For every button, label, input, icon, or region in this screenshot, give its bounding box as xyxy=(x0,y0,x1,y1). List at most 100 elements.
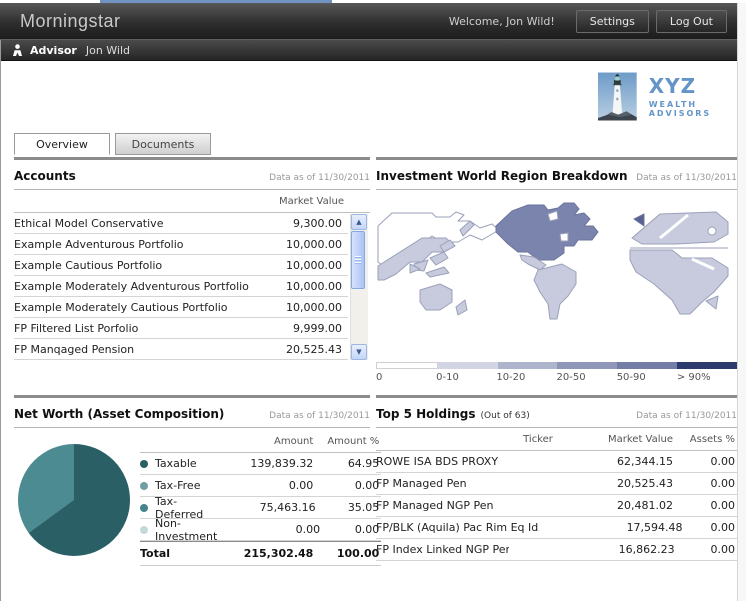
world-region-as-of: Data as of 11/30/2011 xyxy=(636,173,737,183)
holding-assets-pct: 0.00 xyxy=(710,455,736,468)
series-color-dot xyxy=(140,525,148,534)
panel-top-bar xyxy=(376,395,737,398)
map-legend-bar xyxy=(376,362,737,369)
account-market-value: 10,000.00 xyxy=(286,258,342,272)
logout-button[interactable]: Log Out xyxy=(655,9,727,33)
account-market-value: 10,000.00 xyxy=(286,279,342,293)
account-market-value: 9,999.00 xyxy=(293,321,342,335)
account-market-value: 10,000.00 xyxy=(286,237,342,251)
asset-type-label: Taxable xyxy=(155,457,197,470)
account-market-value: 9,300.00 xyxy=(293,216,342,230)
holding-row[interactable]: FP/BLK (Aquila) Pac Rim Eq Idx Pen 17,594… xyxy=(376,517,737,539)
net-worth-total-row: Total 215,302.48 100.00 xyxy=(140,541,382,566)
welcome-message: Welcome, Jon Wild! xyxy=(448,14,555,28)
market-value-header: Market Value xyxy=(607,434,673,445)
map-region-malay xyxy=(409,263,421,274)
accounts-list: Ethical Model Conservative 9,300.00 Exampl… xyxy=(14,213,370,360)
firm-logo: XYZ WEALTH ADVISORS xyxy=(598,68,746,125)
scroll-up-icon[interactable]: ▲ xyxy=(351,214,367,230)
accounts-as-of: Data as of 11/30/2011 xyxy=(269,173,370,183)
scroll-down-icon[interactable]: ▼ xyxy=(351,344,367,360)
lighthouse-image xyxy=(598,72,637,121)
browser-edge-artifact xyxy=(0,0,746,3)
series-color-dot xyxy=(140,481,148,490)
asset-type-label: Tax-Deferred xyxy=(155,494,204,521)
accounts-scrollbar[interactable]: ▲ ▼ xyxy=(350,214,368,360)
net-worth-row: Taxable 139,839.32 64.95 xyxy=(140,453,382,475)
scrollbar-thumb[interactable] xyxy=(351,231,365,289)
settings-button[interactable]: Settings xyxy=(575,9,649,33)
asset-type-label: Non-Investment xyxy=(155,516,218,543)
legend-segment xyxy=(376,362,438,369)
account-name: Example Cautious Portfolio xyxy=(14,258,163,272)
map-red-sea-slit xyxy=(691,257,715,271)
map-lake-notch-great-lakes xyxy=(559,232,569,242)
account-row[interactable]: Ethical Model Conservative 9,300.00 xyxy=(14,213,348,234)
account-row[interactable]: Example Moderately Adventurous Portfolio… xyxy=(14,276,348,297)
map-region-asia xyxy=(377,237,453,281)
map-region-japan xyxy=(459,220,475,237)
legend-segment xyxy=(437,362,498,369)
asset-amount: 75,463.16 xyxy=(259,501,316,514)
holding-name: FP/BLK (Aquila) Pac Rim Eq Idx Pen xyxy=(376,521,539,534)
account-name: Ethical Model Conservative xyxy=(14,216,164,230)
account-row[interactable]: Example Adventurous Portfolio 10,000.00 xyxy=(14,234,348,255)
brand-logo-text: Morningstar xyxy=(20,10,121,31)
ticker-header: Ticker xyxy=(523,434,553,445)
holding-assets-pct: 0.00 xyxy=(710,521,736,534)
legend-label: 0 xyxy=(376,372,383,383)
net-worth-as-of: Data as of 11/30/2011 xyxy=(269,411,370,421)
asset-amount: 0.00 xyxy=(295,523,321,536)
world-map xyxy=(377,202,729,320)
account-row[interactable]: FP Filtered List Porfolio 9,999.00 xyxy=(14,318,348,339)
assets-pct-header: Assets % xyxy=(689,434,735,445)
holding-market-value: 20,481.02 xyxy=(617,499,673,512)
person-icon xyxy=(12,43,23,57)
tab-bar: Overview Documents xyxy=(14,133,216,155)
total-amount: 215,302.48 xyxy=(243,547,314,560)
tab-overview[interactable]: Overview xyxy=(14,133,110,155)
panel-top-bar xyxy=(14,157,370,160)
legend-segment xyxy=(557,362,618,369)
holding-assets-pct: 0.00 xyxy=(710,499,736,512)
holding-row[interactable]: FP Managed Pen 20,525.43 0.00 xyxy=(376,473,737,495)
legend-label: 20-50 xyxy=(556,372,586,383)
asset-amount-pct: 35.05 xyxy=(347,501,380,514)
map-region-africa xyxy=(629,249,729,315)
tab-documents[interactable]: Documents xyxy=(115,133,211,155)
account-market-value: 20,525.43 xyxy=(286,342,342,356)
net-worth-row: Non-Investment 0.00 0.00 xyxy=(140,516,382,543)
account-row[interactable]: Example Cautious Portfolio 10,000.00 xyxy=(14,255,348,276)
holding-assets-pct: 0.00 xyxy=(710,543,736,556)
map-region-east-asia xyxy=(439,239,456,253)
holding-market-value: 62,344.15 xyxy=(617,455,673,468)
window-left-edge xyxy=(0,40,1,601)
map-caspian-notch xyxy=(707,226,717,236)
asset-composition-pie-chart xyxy=(18,444,130,556)
holding-row[interactable]: FP Index Linked NGP Pen 16,862.23 0.00 xyxy=(376,539,737,561)
advisor-role-label: Advisor xyxy=(30,43,77,57)
accounts-panel: Accounts Data as of 11/30/2011 Market Va… xyxy=(14,157,370,360)
holding-row[interactable]: FP Managed NGP Pen 20,481.02 0.00 xyxy=(376,495,737,517)
map-region-europe xyxy=(631,211,729,245)
top-holdings-subtitle: (Out of 63) xyxy=(480,411,530,421)
asset-amount: 139,839.32 xyxy=(250,457,314,470)
legend-label: > 90% xyxy=(676,372,711,383)
account-row[interactable]: FP Manqaged Pension 20,525.43 xyxy=(14,339,348,360)
net-worth-title: Net Worth (Asset Composition) xyxy=(14,407,225,421)
holding-market-value: 16,862.23 xyxy=(618,543,675,556)
amount-pct-header: Amount % xyxy=(327,436,380,447)
total-label: Total xyxy=(140,547,171,560)
map-region-indonesia xyxy=(425,266,450,278)
holding-row[interactable]: ROWE ISA BDS PROXY 62,344.15 0.00 xyxy=(376,451,737,473)
net-worth-rows: Taxable 139,839.32 64.95 Tax-Free 0.00 0.00 Ta… xyxy=(140,453,382,543)
map-region-se-asia xyxy=(429,251,449,266)
advisor-bar: Advisor Jon Wild xyxy=(0,39,737,61)
asset-type-label: Tax-Free xyxy=(155,479,201,492)
account-name: FP Manqaged Pension xyxy=(14,342,135,356)
series-color-dot xyxy=(140,459,148,468)
account-row[interactable]: Example Moderately Cautious Portfolio 10,… xyxy=(14,297,348,318)
account-name: Example Adventurous Portfolio xyxy=(14,237,184,251)
panel-top-bar xyxy=(14,395,370,398)
